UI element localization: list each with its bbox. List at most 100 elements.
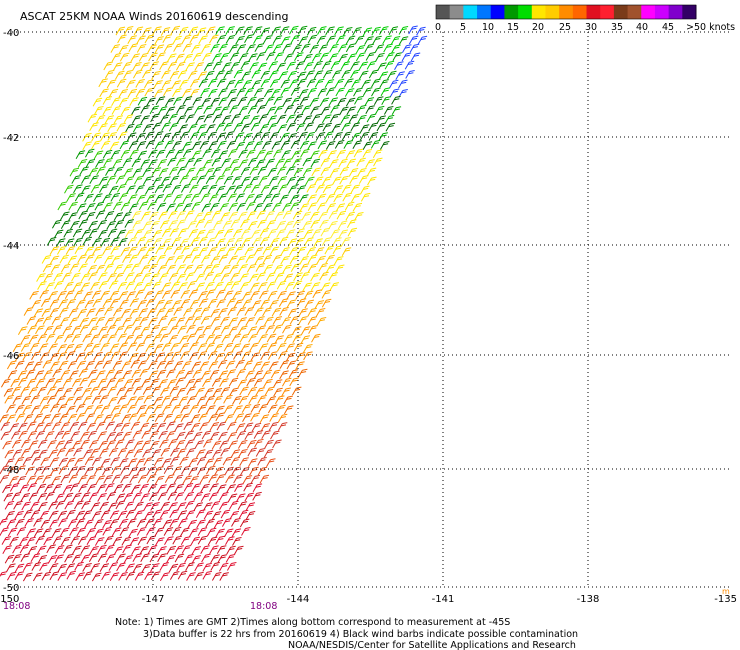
wind-barb: [249, 166, 259, 176]
wind-barb: [225, 35, 236, 44]
wind-barb: [243, 26, 253, 35]
wind-barb: [196, 229, 206, 239]
wind-barb: [257, 457, 267, 466]
wind-barb: [175, 431, 186, 441]
wind-barb: [94, 201, 104, 211]
wind-barb: [168, 272, 179, 282]
wind-barb: [178, 396, 189, 405]
wind-barb: [4, 500, 15, 510]
wind-barb: [205, 228, 215, 238]
wind-barb: [228, 255, 238, 265]
wind-barb: [298, 89, 309, 98]
wind-barb: [52, 368, 62, 378]
wind-barb: [214, 281, 224, 291]
wind-barb: [108, 280, 119, 290]
wind-barb: [49, 457, 60, 466]
wind-barb: [41, 255, 52, 264]
wind-barb: [256, 325, 266, 334]
wind-barb: [176, 562, 186, 572]
wind-barb: [225, 360, 236, 370]
wind-barb: [163, 413, 173, 423]
wind-barb: [252, 361, 263, 371]
wind-barb: [334, 264, 345, 274]
wind-barb: [159, 439, 169, 449]
wind-barb: [210, 255, 221, 265]
wind-barb: [99, 395, 109, 404]
wind-barb: [220, 272, 231, 282]
wind-barb: [116, 183, 127, 193]
wind-barb: [158, 211, 168, 221]
wind-barb: [68, 474, 79, 484]
wind-barb: [47, 440, 57, 449]
wind-barb: [27, 325, 37, 334]
wind-barb: [242, 291, 252, 300]
wind-barb: [239, 386, 249, 396]
wind-barb: [251, 422, 262, 432]
wind-barb: [331, 123, 342, 133]
wind-barb: [263, 264, 274, 274]
wind-barb: [149, 105, 160, 115]
wind-barb: [375, 52, 385, 62]
wind-barb: [367, 176, 377, 186]
wind-barb: [276, 166, 287, 176]
wind-barb: [141, 430, 151, 440]
wind-barb: [73, 184, 83, 194]
wind-barb: [15, 404, 25, 414]
wind-barb: [280, 255, 290, 265]
legend-swatch: [545, 5, 560, 19]
wind-barb: [189, 131, 200, 141]
wind-barb: [255, 159, 266, 168]
wind-barb: [190, 422, 201, 432]
wind-barb: [214, 352, 225, 362]
wind-barb: [255, 316, 265, 325]
wind-barb: [76, 360, 87, 370]
wind-barb: [125, 571, 136, 581]
wind-barb: [226, 185, 236, 195]
wind-barb: [269, 185, 279, 195]
wind-barb: [290, 263, 301, 272]
wind-barb: [42, 263, 53, 273]
wind-barb: [191, 546, 201, 555]
wind-barb: [168, 325, 179, 335]
wind-barb: [157, 546, 167, 555]
wind-barb: [166, 369, 176, 378]
wind-barb: [270, 430, 280, 440]
wind-barb: [157, 484, 167, 493]
wind-barb: [164, 474, 175, 484]
wind-barb: [52, 378, 63, 388]
wind-barb: [183, 483, 194, 492]
wind-barb: [283, 405, 294, 415]
wind-barb: [66, 570, 76, 580]
wind-barb: [143, 502, 153, 512]
wind-barb: [325, 87, 336, 96]
wind-barb: [276, 220, 286, 230]
wind-barb: [344, 88, 355, 97]
wind-barb: [310, 150, 320, 160]
wind-barb: [205, 26, 216, 36]
wind-barb: [143, 334, 153, 343]
wind-barb: [163, 43, 174, 53]
wind-barb: [182, 96, 193, 105]
wind-barb: [115, 175, 126, 184]
wind-barb: [182, 475, 192, 485]
wind-barb: [328, 53, 339, 62]
wind-barb: [236, 368, 246, 378]
wind-barb: [281, 387, 291, 397]
wind-barb: [255, 448, 266, 457]
wind-barb: [102, 519, 112, 529]
wind-barb: [78, 219, 89, 229]
wind-barb: [195, 115, 205, 125]
wind-barb: [160, 501, 170, 511]
wind-barb: [136, 518, 147, 528]
wind-barb: [239, 518, 250, 528]
wind-barb: [152, 237, 163, 247]
wind-barb: [43, 325, 54, 335]
wind-barb: [112, 201, 123, 211]
wind-barb: [205, 289, 216, 299]
note-line-3: NOAA/NESDIS/Center for Satellite Applica…: [288, 640, 576, 650]
wind-barb: [166, 545, 176, 555]
wind-barb: [11, 386, 22, 396]
wind-barb: [131, 158, 142, 168]
wind-barb: [27, 482, 37, 492]
wind-barb: [359, 124, 370, 133]
